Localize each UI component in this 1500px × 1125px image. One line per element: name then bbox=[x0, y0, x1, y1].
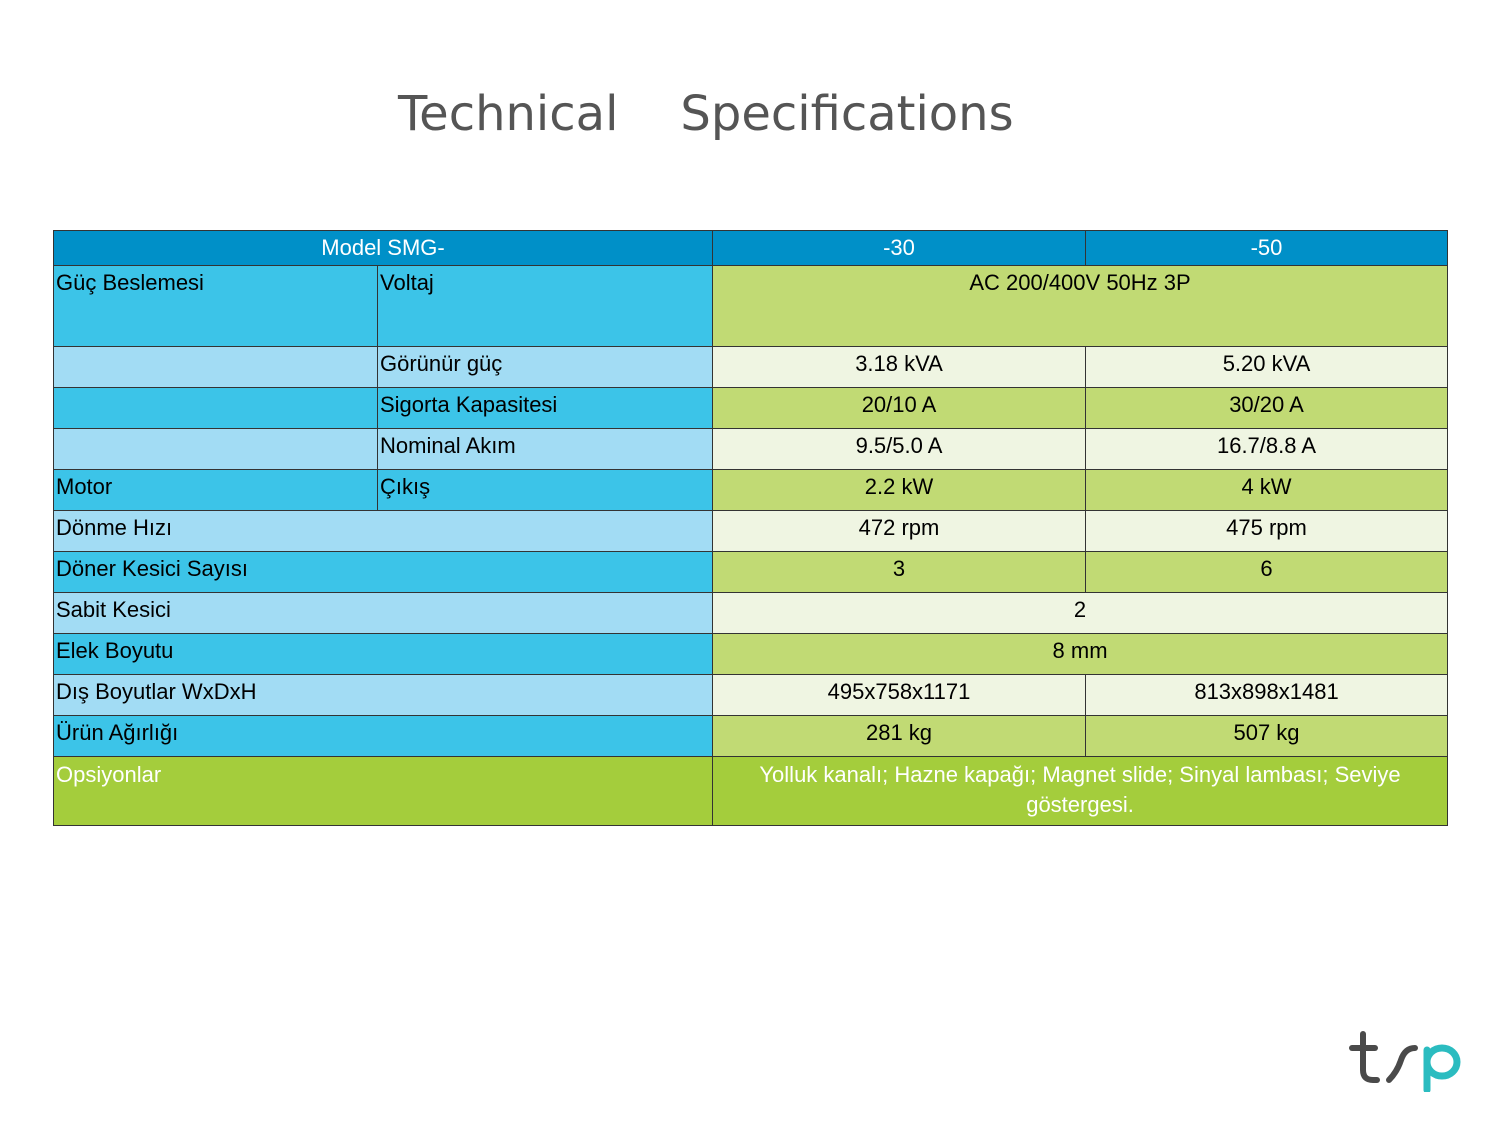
empty-cell bbox=[53, 387, 378, 429]
nominal-current-50: 16.7/8.8 A bbox=[1085, 428, 1449, 470]
table-row: Ürün Ağırlığı 281 kg 507 kg bbox=[52, 715, 1449, 757]
title-word-specifications: Specifications bbox=[680, 86, 1014, 142]
voltage-value: AC 200/400V 50Hz 3P bbox=[712, 265, 1449, 347]
rotation-speed-30: 472 rpm bbox=[712, 510, 1087, 552]
specifications-table: Model SMG- -30 -50 Güç Beslemesi Voltaj … bbox=[52, 230, 1449, 826]
fixed-cutter-label: Sabit Kesici bbox=[52, 592, 714, 634]
motor-output-50: 4 kW bbox=[1085, 469, 1449, 511]
empty-cell bbox=[53, 346, 378, 388]
table-row: Görünür güç 3.18 kVA 5.20 kVA bbox=[53, 346, 1449, 388]
table-row: Opsiyonlar Yolluk kanalı; Hazne kapağı; … bbox=[52, 756, 1449, 826]
rotation-speed-label: Dönme Hızı bbox=[52, 510, 714, 552]
tsp-logo-icon bbox=[1349, 1031, 1461, 1092]
nominal-current-label: Nominal Akım bbox=[376, 428, 714, 470]
table-row: Dış Boyutlar WxDxH 495x758x1171 813x898x… bbox=[52, 674, 1449, 716]
outer-dimensions-30: 495x758x1171 bbox=[712, 674, 1087, 716]
options-label: Opsiyonlar bbox=[52, 756, 714, 826]
voltage-label: Voltaj bbox=[376, 265, 714, 347]
motor-output-30: 2.2 kW bbox=[712, 469, 1087, 511]
rotation-speed-50: 475 rpm bbox=[1085, 510, 1449, 552]
product-weight-50: 507 kg bbox=[1085, 715, 1449, 757]
table-row: Elek Boyutu 8 mm bbox=[52, 633, 1449, 675]
header-col-30: -30 bbox=[712, 230, 1087, 266]
screen-size-value: 8 mm bbox=[712, 633, 1449, 675]
fuse-capacity-30: 20/10 A bbox=[712, 387, 1087, 429]
header-model: Model SMG- bbox=[52, 230, 714, 266]
empty-cell bbox=[53, 428, 378, 470]
apparent-power-label: Görünür güç bbox=[376, 346, 714, 388]
screen-size-label: Elek Boyutu bbox=[52, 633, 714, 675]
table-row: Sigorta Kapasitesi 20/10 A 30/20 A bbox=[53, 387, 1449, 429]
product-weight-label: Ürün Ağırlığı bbox=[52, 715, 714, 757]
table-row: Sabit Kesici 2 bbox=[52, 592, 1449, 634]
fixed-cutter-value: 2 bbox=[712, 592, 1449, 634]
product-weight-30: 281 kg bbox=[712, 715, 1087, 757]
table-row: Motor Çıkış 2.2 kW 4 kW bbox=[53, 469, 1449, 511]
table-row: Dönme Hızı 472 rpm 475 rpm bbox=[52, 510, 1449, 552]
table-row: Güç Beslemesi Voltaj AC 200/400V 50Hz 3P bbox=[53, 265, 1449, 347]
outer-dimensions-label: Dış Boyutlar WxDxH bbox=[52, 674, 714, 716]
header-col-50: -50 bbox=[1085, 230, 1449, 266]
outer-dimensions-50: 813x898x1481 bbox=[1085, 674, 1449, 716]
rotary-cutter-30: 3 bbox=[712, 551, 1087, 593]
rotary-cutter-50: 6 bbox=[1085, 551, 1449, 593]
options-value: Yolluk kanalı; Hazne kapağı; Magnet slid… bbox=[712, 756, 1449, 826]
nominal-current-30: 9.5/5.0 A bbox=[712, 428, 1087, 470]
rotary-cutter-label: Döner Kesici Sayısı bbox=[52, 551, 714, 593]
fuse-capacity-label: Sigorta Kapasitesi bbox=[376, 387, 714, 429]
table-header-row: Model SMG- -30 -50 bbox=[52, 230, 1449, 266]
apparent-power-30: 3.18 kVA bbox=[712, 346, 1087, 388]
page-title: Technical Specifications bbox=[398, 86, 1014, 142]
fuse-capacity-50: 30/20 A bbox=[1085, 387, 1449, 429]
title-word-technical: Technical bbox=[398, 86, 619, 142]
power-group-label: Güç Beslemesi bbox=[53, 265, 378, 347]
table-row: Döner Kesici Sayısı 3 6 bbox=[52, 551, 1449, 593]
table-row: Nominal Akım 9.5/5.0 A 16.7/8.8 A bbox=[53, 428, 1449, 470]
motor-group-label: Motor bbox=[53, 469, 378, 511]
apparent-power-50: 5.20 kVA bbox=[1085, 346, 1449, 388]
motor-output-label: Çıkış bbox=[376, 469, 714, 511]
